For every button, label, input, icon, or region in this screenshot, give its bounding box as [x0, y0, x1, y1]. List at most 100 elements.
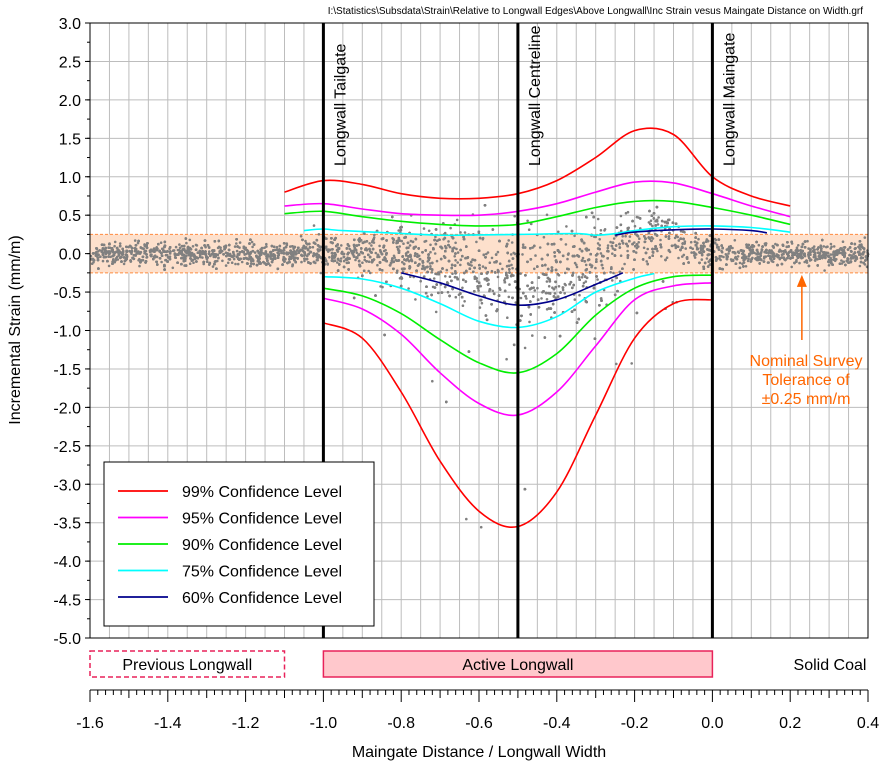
scatter-point — [235, 249, 239, 253]
scatter-point — [727, 252, 730, 255]
scatter-point — [238, 241, 242, 244]
scatter-point — [378, 244, 381, 248]
scatter-point — [533, 267, 536, 271]
scatter-point — [521, 243, 525, 246]
scatter-point — [609, 240, 612, 244]
scatter-point — [626, 210, 630, 214]
scatter-point — [381, 258, 385, 262]
scatter-point — [285, 242, 289, 245]
scatter-point — [92, 261, 95, 264]
scatter-point — [413, 254, 417, 258]
scatter-point — [188, 238, 192, 242]
scatter-point — [445, 268, 449, 272]
scatter-point — [429, 243, 432, 247]
scatter-point — [304, 239, 307, 243]
scatter-point — [433, 252, 437, 255]
scatter-point — [563, 271, 567, 275]
scatter-point — [426, 295, 429, 298]
scatter-point — [138, 264, 141, 268]
scatter-point — [488, 261, 492, 265]
scatter-point — [677, 256, 680, 260]
scatter-point — [459, 263, 462, 267]
scatter-point — [624, 211, 628, 215]
scatter-point — [596, 217, 600, 221]
scatter-point — [705, 257, 709, 260]
scatter-point — [208, 250, 211, 253]
scatter-point — [367, 269, 371, 273]
scatter-point — [453, 254, 457, 258]
scatter-point — [513, 214, 516, 218]
scatter-point — [191, 245, 195, 248]
scatter-point — [449, 226, 452, 230]
scatter-point — [829, 253, 832, 256]
scatter-point — [573, 298, 577, 301]
scatter-point — [580, 276, 584, 279]
scatter-point — [667, 235, 671, 238]
scatter-point — [624, 234, 627, 238]
scatter-point — [532, 286, 535, 290]
scatter-point — [230, 261, 234, 265]
scatter-point — [573, 234, 576, 238]
scatter-point — [379, 285, 382, 288]
scatter-point — [691, 247, 694, 250]
scatter-point — [374, 251, 378, 255]
scatter-point — [623, 262, 626, 266]
scatter-point — [534, 254, 537, 257]
scatter-point — [434, 235, 437, 239]
scatter-point — [232, 257, 236, 261]
scatter-point — [339, 257, 343, 260]
scatter-point — [594, 266, 597, 270]
scatter-point — [578, 293, 581, 297]
scatter-point — [553, 292, 557, 295]
scatter-point — [528, 320, 531, 324]
scatter-point — [428, 262, 432, 265]
scatter-point — [176, 248, 180, 252]
scatter-point — [578, 247, 582, 251]
scatter-point — [178, 243, 181, 246]
scatter-point — [109, 255, 112, 259]
scatter-point — [725, 248, 729, 251]
scatter-point — [342, 259, 346, 263]
scatter-point — [626, 249, 629, 253]
scatter-point — [328, 255, 331, 259]
scatter-point — [506, 316, 509, 320]
scatter-point — [361, 261, 364, 265]
scatter-point — [475, 240, 478, 244]
scatter-point — [461, 304, 465, 308]
scatter-point — [803, 260, 806, 264]
scatter-point — [363, 258, 367, 262]
scatter-point — [791, 256, 795, 259]
scatter-point — [525, 297, 528, 300]
scatter-point — [746, 259, 750, 263]
scatter-point — [160, 260, 163, 264]
scatter-point — [774, 242, 777, 246]
scatter-point — [731, 246, 734, 250]
scatter-point — [348, 247, 352, 251]
scatter-point — [419, 279, 423, 283]
scatter-point — [235, 242, 238, 245]
scatter-point — [226, 261, 230, 265]
scatter-point — [790, 265, 793, 269]
scatter-point — [427, 229, 431, 233]
scatter-point — [382, 249, 386, 253]
scatter-point — [481, 265, 485, 268]
scatter-point — [510, 263, 513, 267]
scatter-point — [812, 245, 816, 248]
scatter-point — [363, 255, 367, 259]
scatter-point — [733, 239, 737, 242]
scatter-point — [395, 245, 399, 249]
scatter-point — [444, 275, 447, 278]
scatter-point — [545, 298, 549, 301]
scatter-point — [429, 265, 432, 268]
scatter-point — [451, 272, 454, 276]
scatter-point — [224, 264, 228, 267]
scatter-point — [122, 262, 126, 266]
scatter-point — [798, 261, 801, 265]
scatter-point — [566, 257, 569, 261]
scatter-point — [606, 246, 610, 250]
scatter-point — [276, 254, 280, 258]
scatter-point — [233, 245, 237, 248]
scatter-point — [289, 245, 292, 248]
scatter-point — [573, 261, 577, 265]
scatter-point — [408, 244, 412, 247]
